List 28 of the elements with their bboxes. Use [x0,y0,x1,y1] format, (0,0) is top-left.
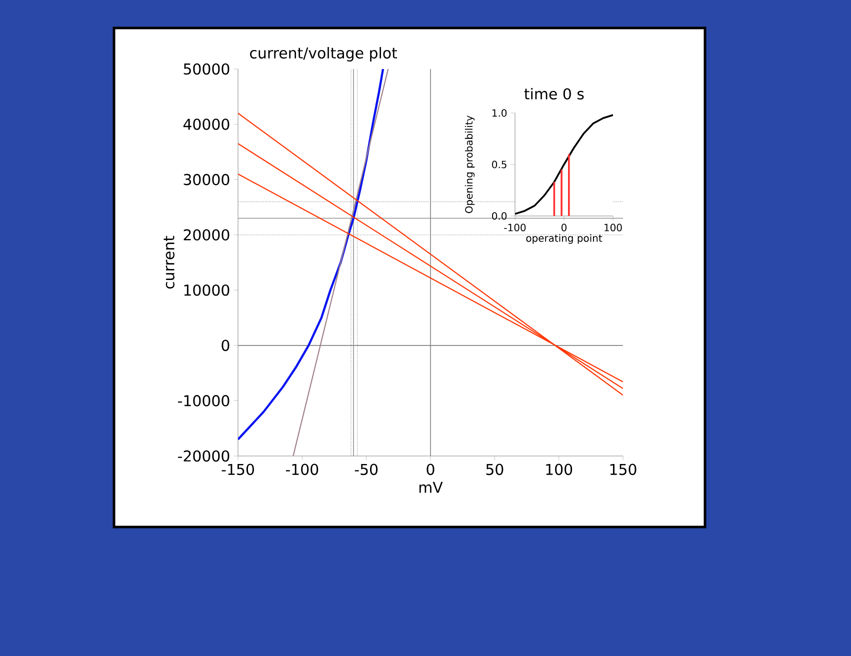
y-tick-label: -20000 [178,450,230,462]
y-tick-label: 1.0 [492,109,507,117]
y-tick-label: 0.0 [492,212,507,220]
x-tick-label: 0 [426,464,434,476]
x-tick-label: -50 [354,464,378,476]
x-tick-label: -100 [286,464,318,476]
x-tick-label: 50 [486,464,504,476]
y-tick-label: 0.5 [492,160,506,168]
x-tick-label: -150 [222,464,254,476]
y-tick-label: 50000 [184,63,230,75]
chart-title: current/voltage plot [250,47,398,62]
y-tick-label: 40000 [183,118,230,130]
y-axis-title: current [164,236,174,289]
x-tick-label: 0 [561,224,567,232]
y-tick-label: 30000 [184,174,230,186]
y-tick-label: 20000 [184,229,230,241]
x-tick-label: 150 [610,464,636,476]
chart-title: time 0 s [524,88,584,100]
x-axis-title: mV [419,482,443,493]
y-tick-label: -10000 [178,395,230,406]
y-tick-label: 0 [222,340,230,352]
x-tick-label: 100 [546,464,572,476]
x-tick-label: -100 [504,224,526,232]
y-axis-title: Opening probability [464,116,475,214]
x-axis-title: operating point [526,234,602,244]
x-tick-label: 100 [604,224,622,232]
y-tick-label: 10000 [184,284,230,296]
line-series [238,68,384,440]
